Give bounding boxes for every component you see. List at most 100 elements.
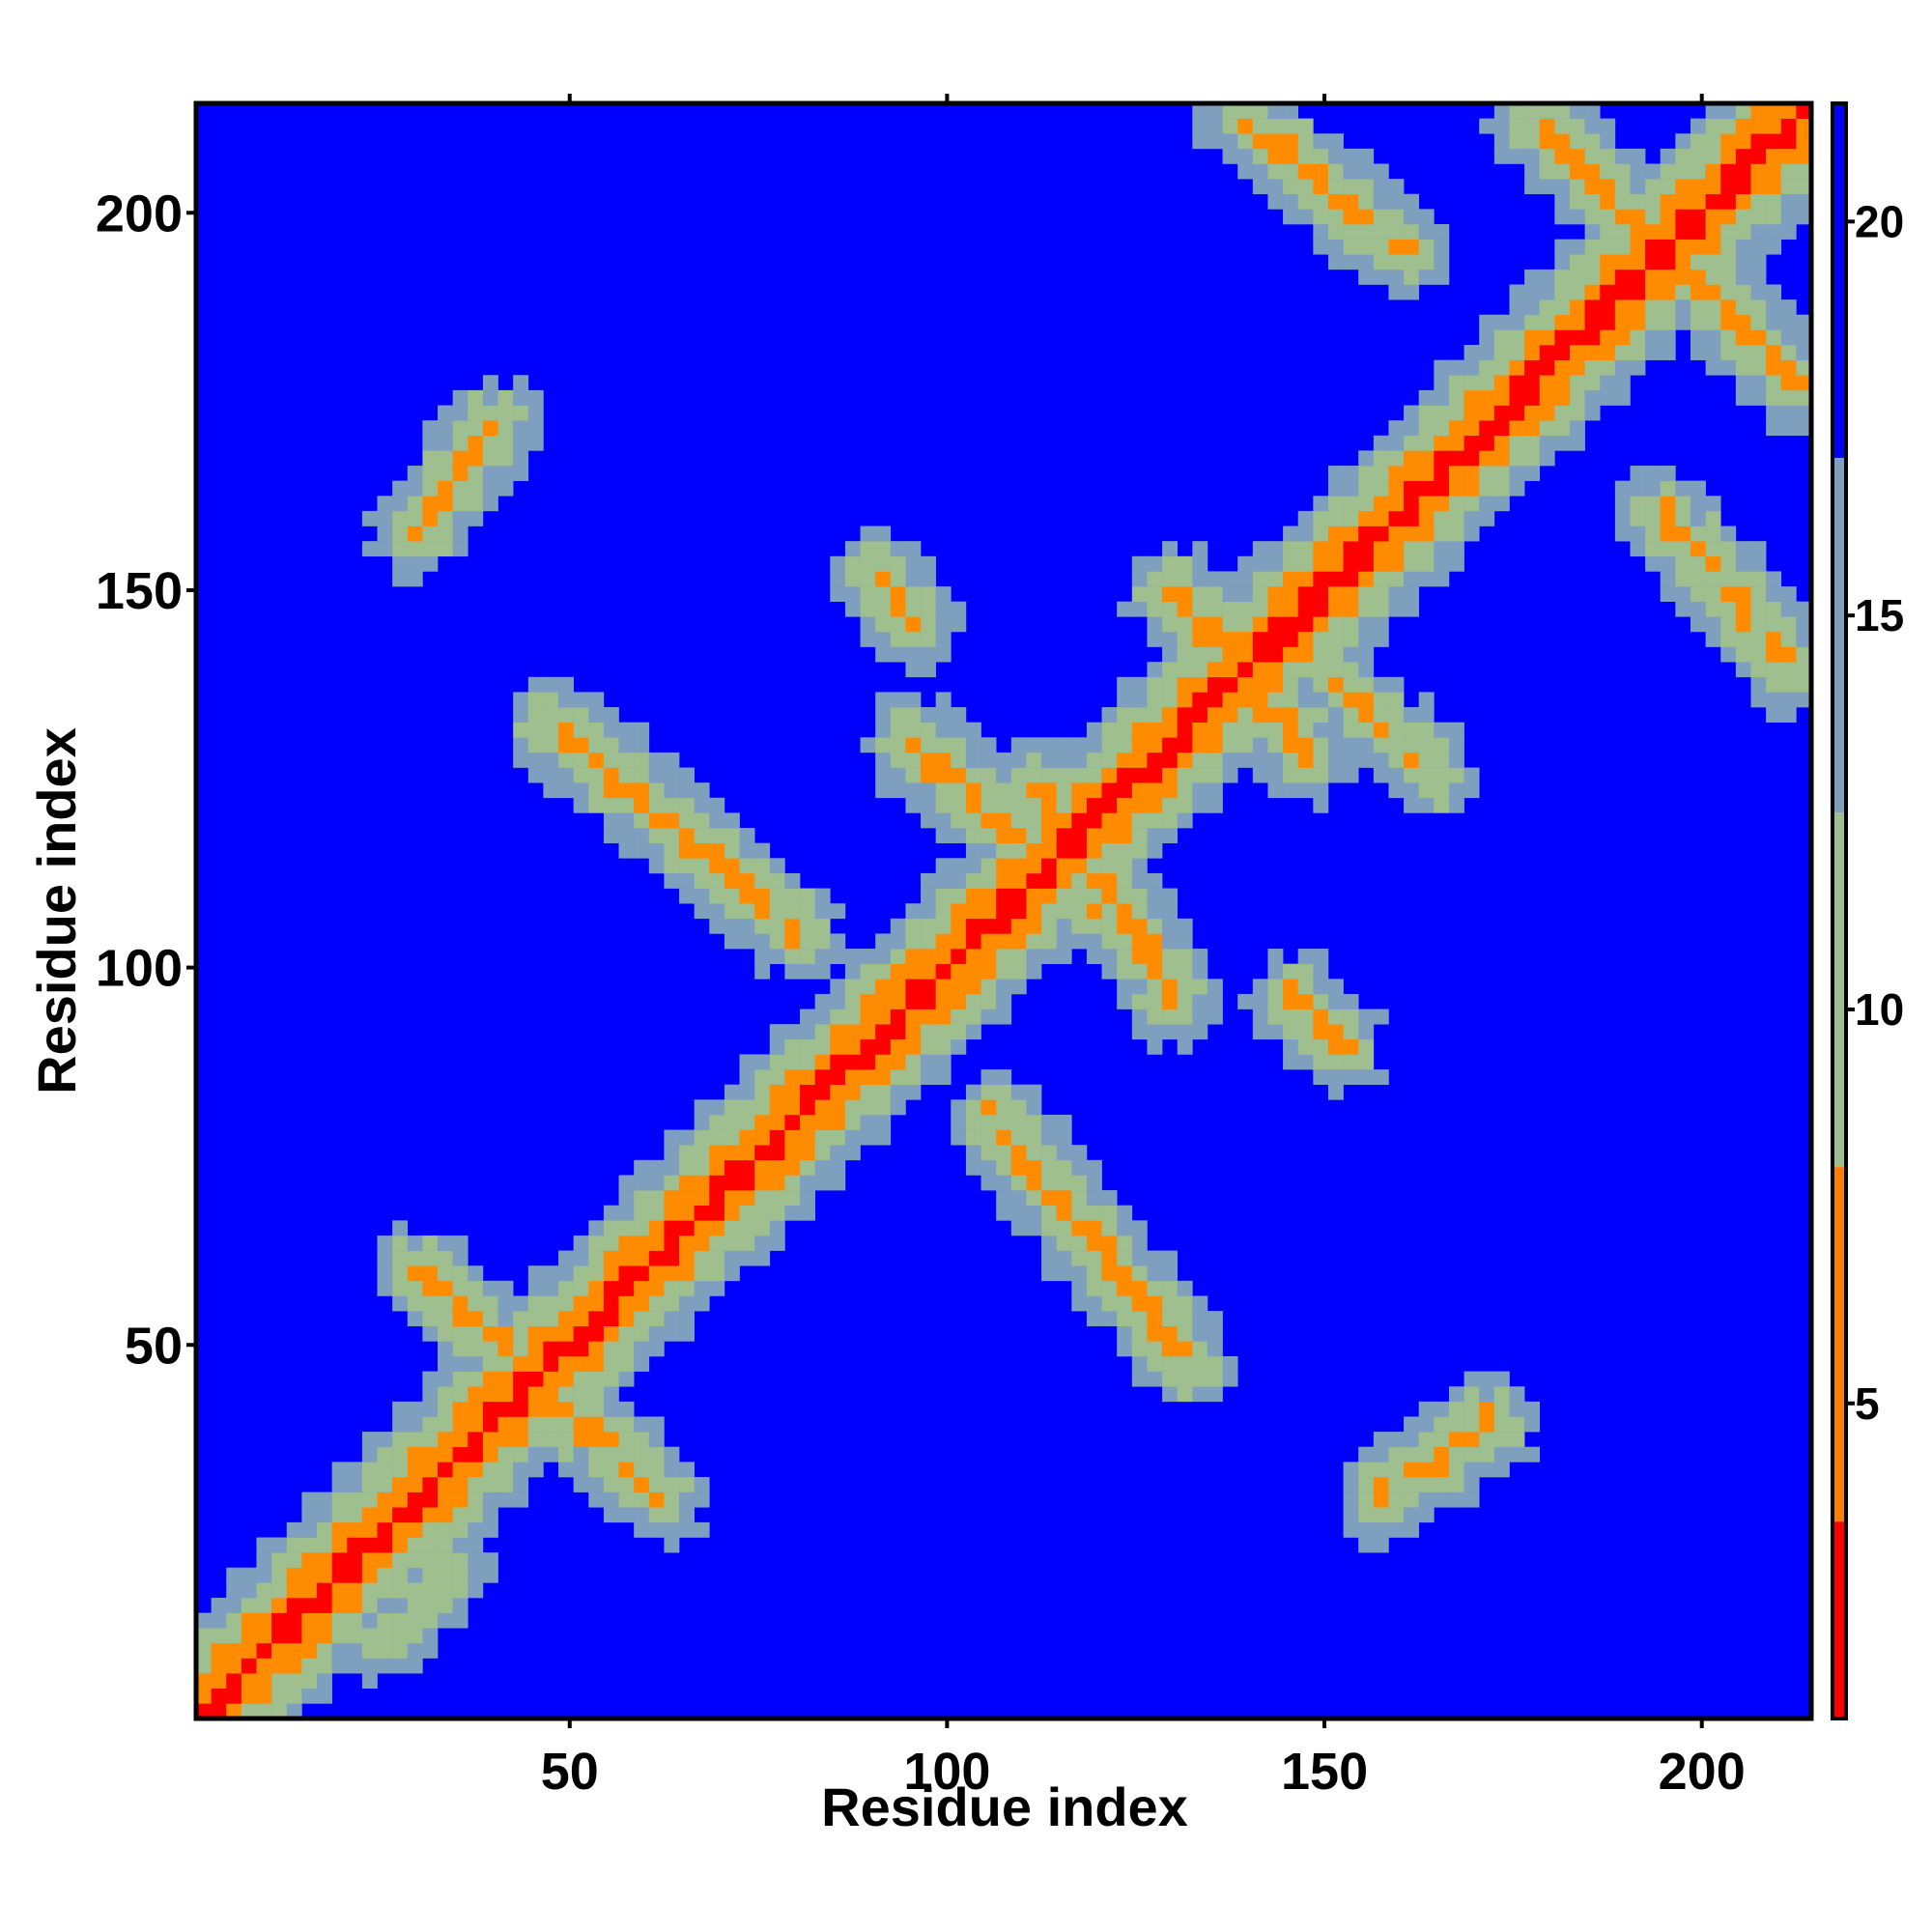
heatmap-cell	[1493, 435, 1510, 451]
heatmap-cell	[452, 450, 469, 467]
heatmap-cell	[1358, 1038, 1375, 1055]
heatmap-cell	[679, 872, 695, 889]
heatmap-cell	[317, 1642, 332, 1659]
heatmap-cell	[1766, 118, 1782, 134]
heatmap-cell	[1373, 616, 1389, 633]
heatmap-cell	[1237, 722, 1254, 738]
heatmap-cell	[1177, 571, 1193, 587]
heatmap-cell	[648, 1250, 665, 1266]
heatmap-cell	[211, 1658, 227, 1674]
heatmap-cell	[830, 979, 846, 995]
heatmap-cell	[860, 1114, 876, 1130]
heatmap-cell	[1675, 496, 1691, 512]
heatmap-cell	[951, 707, 967, 723]
heatmap-cell	[1071, 828, 1088, 843]
heatmap-cell	[634, 1521, 650, 1538]
heatmap-cell	[980, 888, 997, 904]
heatmap-cell	[1750, 631, 1767, 647]
heatmap-cell	[588, 1416, 605, 1433]
heatmap-cell	[1404, 526, 1420, 542]
heatmap-cell	[814, 888, 831, 904]
heatmap-cell	[1343, 707, 1359, 723]
heatmap-cell	[618, 1311, 635, 1327]
heatmap-cell	[1313, 646, 1329, 663]
heatmap-cell	[1162, 993, 1178, 1009]
heatmap-cell	[1297, 631, 1314, 647]
heatmap-cell	[1343, 571, 1359, 587]
heatmap-cell	[1252, 571, 1268, 587]
heatmap-cell	[377, 496, 393, 512]
heatmap-cell	[588, 692, 605, 708]
heatmap-cell	[1267, 662, 1284, 678]
heatmap-cell	[1101, 767, 1118, 783]
heatmap-cell	[603, 722, 619, 738]
heatmap-cell	[482, 1432, 498, 1448]
heatmap-cell	[271, 1658, 288, 1674]
heatmap-cell	[1283, 767, 1299, 783]
heatmap-cell	[1101, 888, 1118, 904]
heatmap-cell	[1675, 148, 1691, 164]
heatmap-cell	[1780, 359, 1797, 376]
colorbar-tick-label: 10	[1855, 984, 1904, 1035]
heatmap-cell	[1780, 389, 1797, 406]
heatmap-cell	[1207, 103, 1223, 119]
heatmap-cell	[1735, 586, 1751, 602]
heatmap-cell	[1735, 209, 1751, 225]
heatmap-cell	[648, 1205, 665, 1221]
heatmap-cell	[709, 1235, 725, 1251]
heatmap-cell	[1750, 541, 1767, 557]
heatmap-cell	[1373, 1537, 1389, 1553]
heatmap-cell	[844, 1009, 861, 1025]
heatmap-cell	[1766, 359, 1782, 376]
heatmap-cell	[1569, 103, 1585, 119]
heatmap-cell	[951, 993, 967, 1009]
heatmap-cell	[935, 737, 952, 753]
heatmap-cell	[347, 1597, 363, 1613]
heatmap-cell	[618, 1235, 635, 1251]
heatmap-cell	[468, 1280, 484, 1296]
heatmap-cell	[1177, 963, 1193, 980]
heatmap-cell	[905, 993, 922, 1009]
heatmap-cell	[875, 571, 892, 587]
heatmap-cell	[1177, 1386, 1193, 1403]
heatmap-cell	[301, 1688, 318, 1704]
heatmap-cell	[1343, 510, 1359, 526]
heatmap-cell	[860, 571, 876, 587]
heatmap-cell	[603, 1235, 619, 1251]
heatmap-cell	[996, 1145, 1012, 1161]
heatmap-cell	[482, 466, 498, 481]
heatmap-cell	[1493, 148, 1510, 164]
heatmap-cell	[1252, 555, 1268, 572]
heatmap-cell	[1493, 420, 1510, 437]
heatmap-cell	[573, 722, 589, 738]
heatmap-cell	[618, 722, 635, 738]
heatmap-cell	[1766, 148, 1782, 164]
heatmap-cell	[921, 888, 936, 904]
heatmap-cell	[1524, 329, 1541, 346]
heatmap-cell	[1010, 767, 1027, 783]
heatmap-cell	[1313, 1054, 1329, 1070]
heatmap-cell	[513, 1341, 529, 1357]
heatmap-cell	[905, 963, 922, 980]
heatmap-cell	[588, 1250, 605, 1266]
heatmap-cell	[1614, 179, 1631, 195]
heatmap-cell	[1418, 707, 1435, 723]
heatmap-cell	[603, 1386, 619, 1403]
heatmap-cell	[1434, 782, 1450, 799]
heatmap-cell	[1056, 933, 1072, 950]
heatmap-cell	[1463, 1386, 1480, 1403]
heatmap-cell	[1162, 1295, 1178, 1312]
heatmap-cell	[951, 903, 967, 920]
heatmap-cell	[648, 1446, 665, 1463]
heatmap-cell	[1177, 1295, 1193, 1312]
heatmap-cell	[769, 888, 785, 904]
heatmap-cell	[618, 1401, 635, 1417]
heatmap-cell	[1117, 1220, 1133, 1236]
heatmap-cell	[468, 1325, 484, 1342]
heatmap-cell	[1071, 1145, 1088, 1161]
heatmap-cell	[664, 1190, 680, 1207]
heatmap-cell	[618, 842, 635, 859]
heatmap-cell	[256, 1567, 272, 1583]
heatmap-cell	[1388, 284, 1405, 300]
heatmap-cell	[1479, 359, 1495, 376]
